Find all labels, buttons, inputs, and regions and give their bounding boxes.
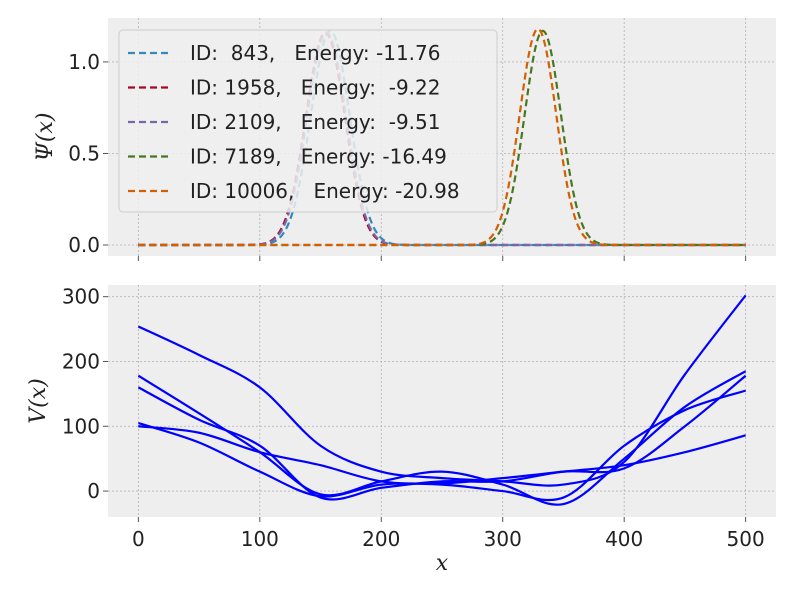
- potential-x-tick-label: 400: [605, 527, 643, 551]
- potential-y-tick-label: 100: [62, 414, 100, 438]
- potential-x-tick-label: 500: [727, 527, 765, 551]
- potential-y-tick-label: 300: [62, 285, 100, 309]
- wavefunction-panel: 0.00.51.0 Ψ(x) ID: 843, Energy: -11.76ID…: [33, 18, 776, 261]
- potential-x-tick-label: 0: [132, 527, 145, 551]
- legend-entry-3: ID: 7189, Energy: -16.49: [190, 145, 447, 169]
- wavefunction-y-tick-label: 1.0: [68, 50, 100, 74]
- potential-series: [137, 294, 747, 506]
- potential-x-tick-label: 100: [241, 527, 279, 551]
- wavefunction-series: [138, 27, 746, 247]
- legend-box: [118, 29, 498, 213]
- potential-y-tick-label: 200: [62, 349, 100, 373]
- wavefunction-y-axis-label: Ψ(x): [33, 113, 58, 162]
- wavefunction-y-tick-label: 0.0: [68, 233, 100, 257]
- legend-entry-4: ID: 10006, Energy: -20.98: [190, 179, 460, 203]
- wavefunction-y-tick-label: 0.5: [68, 141, 100, 165]
- potential-series-line-3: [138, 389, 746, 502]
- potential-grid: [108, 285, 776, 517]
- legend: ID: 843, Energy: -11.76 ID: 1958, Energy:…: [118, 29, 498, 213]
- potential-ticks: 0 100 200 300 400 500 0 100 200 300: [62, 285, 765, 551]
- legend-entry-2: ID: 2109, Energy: -9.51: [190, 110, 441, 134]
- potential-x-tick-label: 300: [484, 527, 522, 551]
- potential-x-axis-label: x: [436, 551, 449, 576]
- potential-y-tick-label: 0: [87, 479, 100, 503]
- legend-entry-0: ID: 843, Energy: -11.76: [190, 41, 441, 65]
- potential-series-line-1: [137, 370, 747, 506]
- potential-y-axis-label: V(x): [26, 378, 51, 423]
- legend-entry-1: ID: 1958, Energy: -9.22: [190, 76, 441, 100]
- wavefunction-ticks: 0.0 0.5 1.0: [68, 50, 747, 261]
- potential-series-line-2: [137, 374, 747, 501]
- potential-series-line-0: [137, 294, 747, 487]
- potential-series-line-4: [138, 425, 746, 485]
- potential-x-tick-label: 200: [362, 527, 400, 551]
- wavefunction-series-line-4: [138, 27, 746, 247]
- potential-panel: 0 100 200 300 400 500 0 100 200 300 V(x) x: [26, 285, 776, 576]
